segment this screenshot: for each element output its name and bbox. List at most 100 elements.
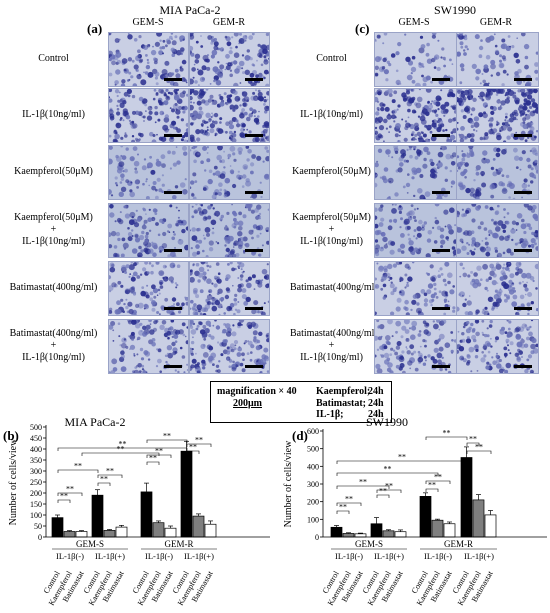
scale-bar [514, 307, 532, 310]
significance-marker: ** [195, 436, 203, 445]
significance-marker: ** [119, 440, 127, 449]
panel-c-micrograph [374, 261, 457, 316]
bar [63, 531, 76, 538]
scale-bar [164, 78, 182, 81]
significance-marker: ** [434, 473, 442, 482]
significance-bracket [81, 452, 160, 456]
significance-marker: ** [398, 453, 406, 462]
cell-group-label: GEM-S [355, 539, 383, 549]
treatment-batimastat: Batimastat; [316, 398, 366, 409]
scale-bar [514, 365, 532, 368]
significance-bracket [466, 442, 480, 446]
significance-marker: ** [428, 481, 436, 490]
panel-a-micrograph [189, 319, 270, 374]
significance-bracket [146, 461, 160, 465]
y-tick-label: 50 [34, 522, 42, 531]
panel-a-row-label: Kaempferol(50μM) + IL-1β(10ng/ml) [14, 211, 93, 247]
chart-sw1990: SW1990 Number of cells/view 0 100 200 300 400 5… [283, 415, 547, 607]
bar [370, 523, 383, 538]
scale-bar [164, 134, 182, 137]
panel-a-col-gem-r: GEM-R [212, 17, 246, 28]
y-tick-label: 400 [30, 445, 42, 454]
bar [204, 523, 217, 538]
il-group-label: IL-1β(-) [56, 551, 84, 561]
panel-a-row-label: Batimastat(400ng/ml) + IL-1β(10ng/ml) [9, 327, 98, 363]
y-tick-label: 500 [30, 423, 42, 432]
significance-bracket [186, 443, 212, 447]
panel-a-row-label: Kaempferol(50μM) [14, 165, 93, 177]
panel-c-micrograph [456, 319, 539, 374]
panel-a-title: MIA PaCa-2 [159, 3, 221, 17]
scale-bar [164, 191, 182, 194]
scale-bar [164, 249, 182, 252]
significance-bracket [146, 439, 188, 443]
significance-bracket [336, 485, 390, 489]
cell-group-label: GEM-R [444, 539, 473, 549]
significance-bracket [57, 492, 83, 496]
panel-a-micrograph [108, 319, 189, 374]
panel-a-row-label: Control [38, 52, 69, 64]
significance-marker: ** [66, 485, 74, 494]
y-tick-label: 200 [307, 498, 319, 507]
bar [394, 531, 407, 538]
il-group-label: IL-1β(+) [184, 551, 214, 561]
panel-a-row-label: IL-1β(10ng/ml) [22, 108, 85, 120]
bar [484, 514, 497, 538]
panel-a-micrograph [108, 261, 189, 316]
chart-title: MIA PaCa-2 [65, 415, 126, 429]
scale-bar [432, 191, 450, 194]
scale-bar [432, 249, 450, 252]
scale-bar [245, 307, 263, 310]
treatment-il1b: IL-1β; [316, 409, 344, 420]
panel-c-col-gem-r: GEM-R [479, 17, 513, 28]
panel-c-micrograph [456, 261, 539, 316]
scale-bar [164, 307, 182, 310]
significance-marker: ** [345, 495, 353, 504]
y-tick-label: 0 [38, 533, 42, 542]
scale-bar [514, 249, 532, 252]
panel-a-micrograph [108, 88, 189, 143]
panel-a-micrograph [189, 261, 270, 316]
significance-marker: ** [189, 443, 197, 452]
bar [152, 522, 165, 538]
y-axis-label: Number of cells/view [8, 438, 19, 525]
significance-bracket [425, 480, 451, 484]
panel-a-micrograph [189, 203, 270, 258]
scale-bar [432, 134, 450, 137]
bar [382, 530, 395, 538]
significance-bracket [57, 447, 188, 451]
y-tick-label: 450 [30, 434, 42, 443]
panel-c-micrograph [374, 32, 457, 87]
treatment-kaempferol-time: 24h [368, 386, 384, 397]
panel-c-row-label: Batimastat(400ng/ml) + IL-1β(10ng/ml) [290, 327, 378, 363]
significance-marker: ** [443, 429, 451, 438]
scale-bar [432, 365, 450, 368]
significance-bracket [376, 494, 390, 498]
panel-a-micrograph [108, 32, 189, 87]
y-tick-label: 350 [30, 456, 42, 465]
treatment-kaempferol: Kaempferol; [316, 386, 371, 397]
panel-c-title: SW1990 [434, 3, 476, 17]
panel-a-letter: (a) [87, 21, 103, 36]
chart-mia-paca2: MIA PaCa-2 Number of cells/view 0 50 100 150 2… [8, 415, 270, 607]
significance-marker: ** [60, 492, 68, 501]
magnification-legend-box: magnification × 40 200μm Kaempferol; 24h… [210, 381, 392, 423]
scale-bar [514, 78, 532, 81]
significance-bracket [425, 488, 439, 492]
bar [115, 526, 128, 538]
scale-bar [245, 365, 263, 368]
scale-bar [514, 134, 532, 137]
panel-a-micrograph [108, 203, 189, 258]
scale-bar [245, 191, 263, 194]
bar [330, 526, 343, 538]
il-group-label: IL-1β(+) [95, 551, 125, 561]
significance-marker: ** [379, 487, 387, 496]
scale-bar [164, 365, 182, 368]
bar [342, 533, 355, 538]
significance-bracket [336, 510, 350, 514]
bar [164, 527, 177, 538]
scale-bar [245, 134, 263, 137]
magnification-label: magnification × 40 [217, 386, 297, 397]
significance-marker: ** [469, 435, 477, 444]
y-tick-label: 300 [30, 467, 42, 476]
